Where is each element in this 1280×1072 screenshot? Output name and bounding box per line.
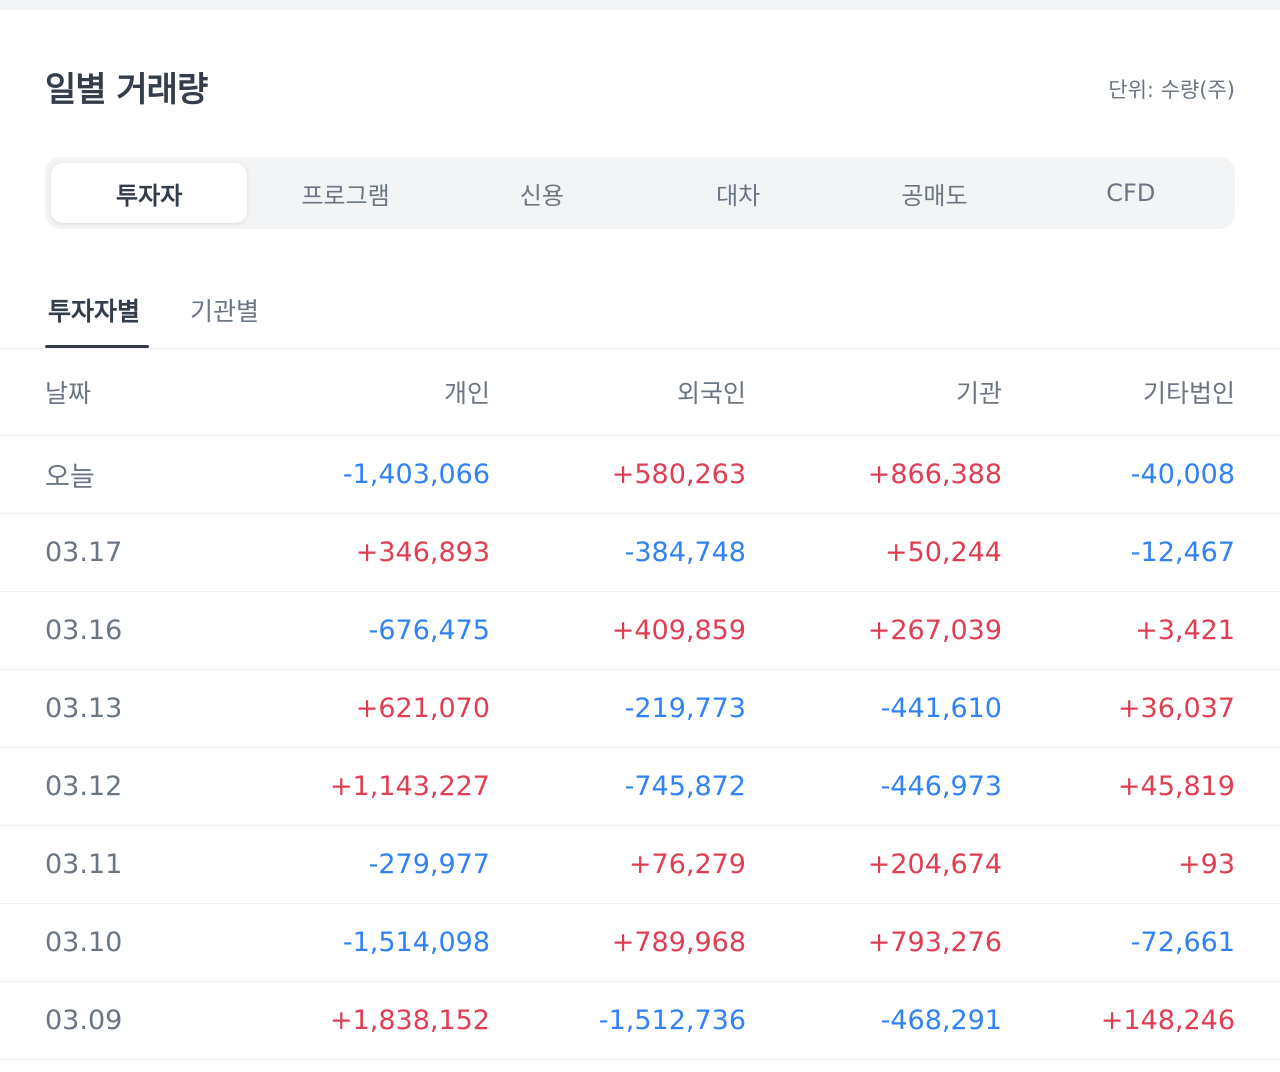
- cell-institution: +50,244: [884, 537, 1002, 568]
- cell-individual: +1,838,152: [329, 1005, 490, 1036]
- cell-other-corp: +36,037: [1117, 693, 1235, 724]
- cell-institution: +204,674: [867, 849, 1002, 880]
- header-other-corp: 기타법인: [1142, 379, 1235, 408]
- cell-foreign: -745,872: [624, 771, 746, 802]
- tab-cfd[interactable]: CFD: [1106, 179, 1156, 207]
- cell-foreign: -1,512,736: [598, 1005, 746, 1036]
- cell-date: 03.09: [45, 1005, 123, 1036]
- cell-institution: -446,973: [880, 771, 1002, 802]
- volume-table: 날짜 개인 외국인 기관 기타법인 오늘 -1,403,066 +580,263 +8…: [0, 349, 1280, 1060]
- cell-institution: -468,291: [880, 1005, 1002, 1036]
- top-strip: [0, 0, 1280, 10]
- active-subtab-indicator: [45, 345, 149, 348]
- tab-investor[interactable]: 투자자: [51, 163, 248, 223]
- cell-other-corp: +3,421: [1135, 615, 1235, 646]
- subtab-by-investor[interactable]: 투자자별: [48, 297, 141, 326]
- cell-foreign: +409,859: [611, 615, 746, 646]
- cell-other-corp: +148,246: [1100, 1005, 1235, 1036]
- tab-program[interactable]: 프로그램: [301, 181, 390, 210]
- cell-date: 03.17: [45, 537, 123, 568]
- cell-institution: -441,610: [880, 693, 1002, 724]
- table-row: 03.11 -279,977 +76,279 +204,674 +93: [0, 826, 1280, 904]
- cell-institution: +866,388: [867, 459, 1002, 490]
- subtab-by-institution[interactable]: 기관별: [190, 297, 260, 326]
- table-header-row: 날짜 개인 외국인 기관 기타법인: [0, 349, 1280, 436]
- cell-date: 03.11: [45, 849, 123, 880]
- table-row: 03.12 +1,143,227 -745,872 -446,973 +45,819: [0, 748, 1280, 826]
- header-individual: 개인: [443, 379, 490, 408]
- cell-other-corp: -40,008: [1130, 459, 1235, 490]
- cell-foreign: -219,773: [624, 693, 746, 724]
- cell-foreign: +789,968: [611, 927, 746, 958]
- table-row: 오늘 -1,403,066 +580,263 +866,388 -40,008: [0, 436, 1280, 514]
- tab-short-selling[interactable]: 공매도: [901, 181, 968, 210]
- cell-other-corp: +45,819: [1117, 771, 1235, 802]
- cell-foreign: +76,279: [628, 849, 746, 880]
- table-row: 03.17 +346,893 -384,748 +50,244 -12,467: [0, 514, 1280, 592]
- cell-other-corp: -72,661: [1130, 927, 1235, 958]
- cell-foreign: +580,263: [611, 459, 746, 490]
- table-row: 03.09 +1,838,152 -1,512,736 -468,291 +148,24…: [0, 982, 1280, 1060]
- cell-date: 03.12: [45, 771, 123, 802]
- header-institution: 기관: [955, 379, 1002, 408]
- cell-institution: +267,039: [867, 615, 1002, 646]
- tab-lending[interactable]: 대차: [716, 181, 761, 210]
- cell-date: 03.16: [45, 615, 123, 646]
- cell-individual: +621,070: [355, 693, 490, 724]
- cell-date: 03.10: [45, 927, 123, 958]
- table-row: 03.16 -676,475 +409,859 +267,039 +3,421: [0, 592, 1280, 670]
- table-row: 03.10 -1,514,098 +789,968 +793,276 -72,661: [0, 904, 1280, 982]
- cell-individual: +346,893: [355, 537, 490, 568]
- cell-individual: -1,514,098: [342, 927, 490, 958]
- cell-other-corp: +93: [1178, 849, 1235, 880]
- cell-date: 03.13: [45, 693, 123, 724]
- tab-credit[interactable]: 신용: [519, 181, 564, 210]
- cell-other-corp: -12,467: [1130, 537, 1235, 568]
- cell-individual: -676,475: [368, 615, 490, 646]
- segment-tabs: 투자자 프로그램 신용 대차 공매도 CFD: [45, 157, 1235, 229]
- cell-individual: +1,143,227: [329, 771, 490, 802]
- cell-individual: -279,977: [368, 849, 490, 880]
- cell-individual: -1,403,066: [342, 459, 490, 490]
- cell-foreign: -384,748: [624, 537, 746, 568]
- cell-date: 오늘: [45, 462, 95, 493]
- table-row: 03.13 +621,070 -219,773 -441,610 +36,037: [0, 670, 1280, 748]
- cell-institution: +793,276: [867, 927, 1002, 958]
- sub-tabs: 투자자별 기관별: [0, 284, 1280, 349]
- header-date: 날짜: [45, 379, 92, 408]
- page-title: 일별 거래량: [45, 70, 208, 110]
- unit-label: 단위: 수량(주): [1108, 78, 1235, 102]
- header-foreign: 외국인: [676, 379, 746, 408]
